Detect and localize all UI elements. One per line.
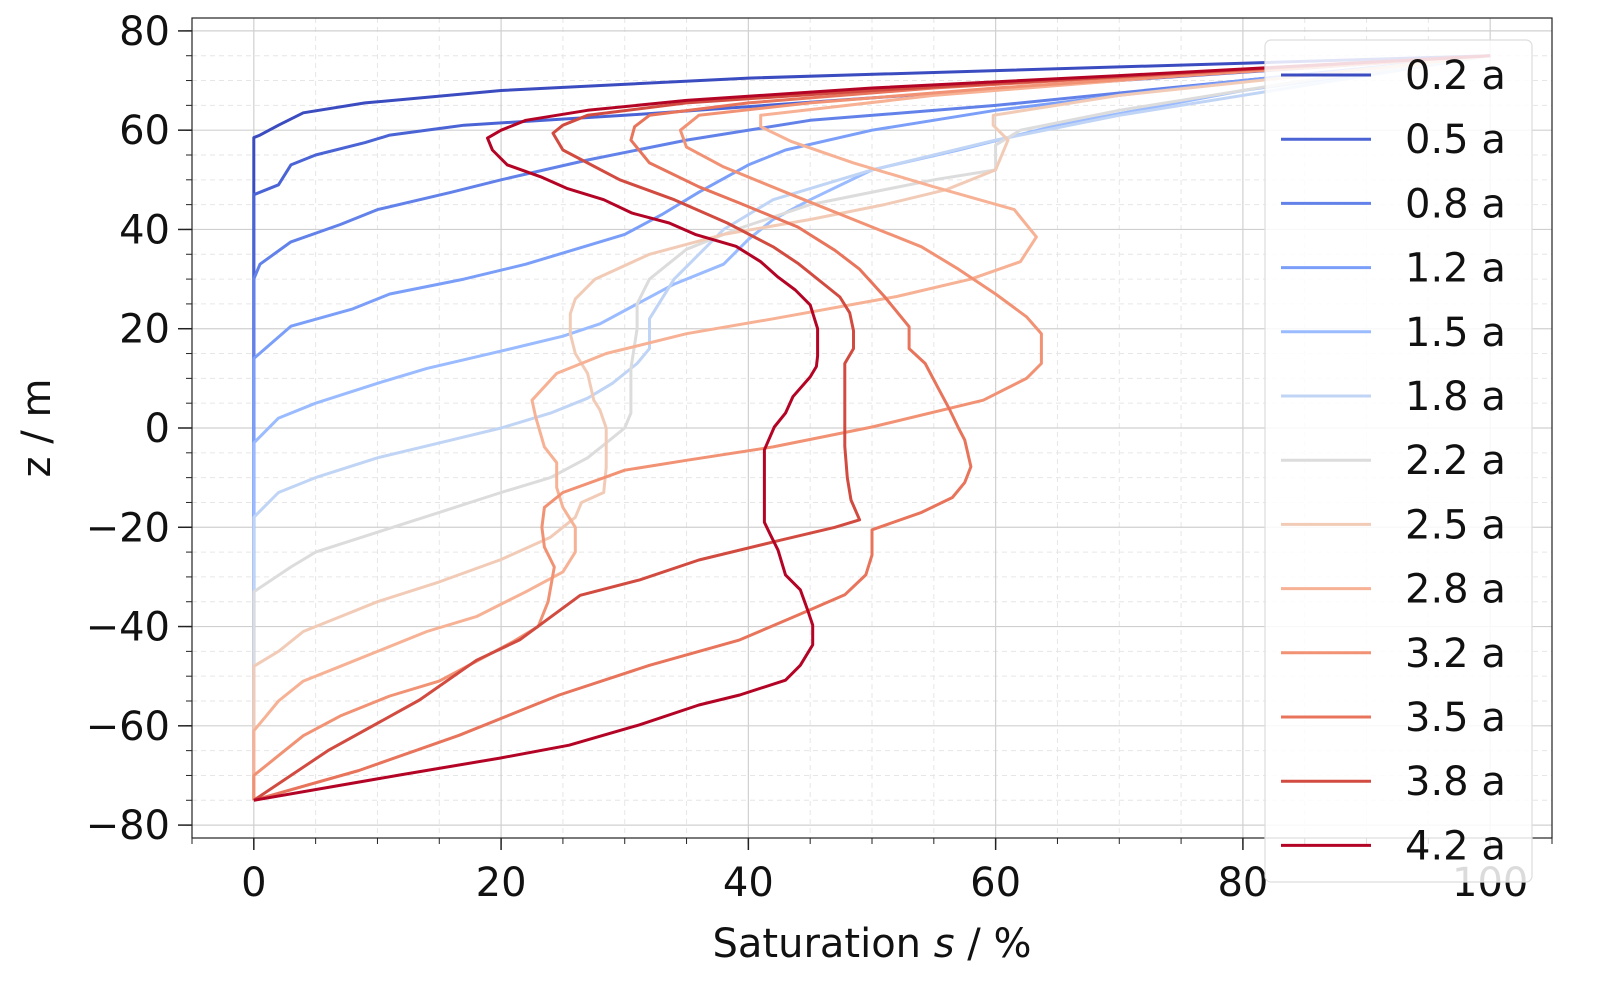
legend-label: 1.5 a: [1405, 310, 1506, 356]
series-line-2-2a: [252, 54, 1491, 801]
series-lines: [252, 54, 1491, 802]
series-line-4-2a: [253, 54, 1491, 802]
legend-label: 0.2 a: [1405, 53, 1506, 99]
legend-label: 4.2 a: [1405, 823, 1506, 869]
series-line-1-8a: [252, 54, 1491, 801]
y-tick-label: 60: [119, 108, 170, 154]
x-tick-label: 40: [723, 860, 774, 906]
y-tick-label: −40: [86, 605, 170, 651]
x-tick-label: 0: [241, 860, 266, 906]
legend-label: 2.2 a: [1405, 438, 1506, 484]
y-tick-label: 20: [119, 307, 170, 353]
series-line-3-2a: [252, 54, 1491, 801]
legend-label: 1.2 a: [1405, 246, 1506, 292]
legend-label: 3.8 a: [1405, 759, 1506, 805]
legend-label: 0.8 a: [1405, 181, 1506, 227]
y-tick-label: 40: [119, 207, 170, 253]
x-tick-label: 60: [970, 860, 1021, 906]
legend-label: 2.8 a: [1405, 567, 1506, 613]
legend-label: 2.5 a: [1405, 502, 1506, 548]
y-tick-label: −80: [86, 803, 170, 849]
y-tick-label: 80: [119, 9, 170, 55]
legend-label: 1.8 a: [1405, 374, 1506, 420]
legend-box: [1264, 39, 1533, 883]
series-line-3-8a: [252, 54, 1491, 802]
series-line-0-8a: [252, 54, 1491, 801]
legend-label: 3.2 a: [1405, 631, 1506, 677]
y-axis-label: z / m: [14, 379, 60, 478]
x-tick-label: 20: [476, 860, 527, 906]
x-axis-label: Saturation s / %: [713, 921, 1032, 967]
series-line-0-2a: [252, 54, 1491, 801]
series-line-2-8a: [252, 54, 1491, 801]
series-line-3-5a: [253, 54, 1491, 802]
series-line-1-2a: [252, 54, 1491, 801]
x-tick-label: 80: [1217, 860, 1268, 906]
legend-label: 0.5 a: [1405, 117, 1506, 163]
y-tick-label: 0: [145, 406, 170, 452]
legend: 0.2 a 0.5 a 0.8 a 1.2 a 1.5 a 1.8 a 2.2 a 2.5 a…: [1264, 39, 1533, 883]
y-tick-label: −60: [86, 704, 170, 750]
series-line-2-5a: [252, 54, 1491, 801]
legend-label: 3.5 a: [1405, 695, 1506, 741]
y-tick-label: −20: [86, 505, 170, 551]
